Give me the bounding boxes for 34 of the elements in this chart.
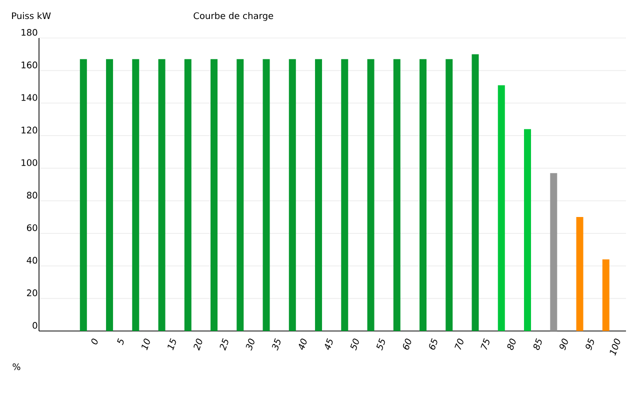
x-tick-label: 60 [403,338,412,350]
x-tick-label: 5 [117,338,124,346]
y-tick-label: 0 [32,322,38,329]
x-tick-label: 30 [246,338,254,351]
chart-title: Courbe de charge [194,12,274,21]
x-tick-label: 95 [586,338,594,350]
x-tick-label: 55 [376,338,385,350]
x-tick-label: 20 [194,338,202,351]
x-tick-label: 10 [142,338,150,350]
x-tick-label: 50 [350,338,359,350]
y-tick-label: 20 [27,289,38,296]
y-tick-label: 140 [22,94,38,101]
x-tick-label: 85 [533,338,542,350]
x-tick-label: 65 [429,338,438,350]
x-tick-label: 70 [454,338,464,350]
x-tick-label: 0 [91,338,98,344]
x-tick-label: 40 [298,338,307,350]
y-tick-label: 80 [26,192,38,199]
x-tick-label: 25 [220,338,228,351]
y-tick-label: 160 [22,62,38,68]
x-tick-label: 15 [168,338,176,350]
text: % [12,363,20,370]
y-tick-label: 60 [26,224,38,232]
x-tick-label: 35 [272,338,280,351]
x-tick-label: 45 [324,338,333,350]
y-tick-label: 120 [22,126,38,134]
x-tick-label: 80 [507,338,516,350]
x-tick-label: 90 [560,338,568,350]
y-tick-label: 100 [22,159,38,166]
x-tick-label: 100 [610,338,620,356]
x-tick-label: 75 [480,338,490,350]
y-tick-label: 40 [26,256,38,264]
y-tick-label: 180 [22,28,38,36]
y-axis-title: Puiss kW [12,12,51,20]
